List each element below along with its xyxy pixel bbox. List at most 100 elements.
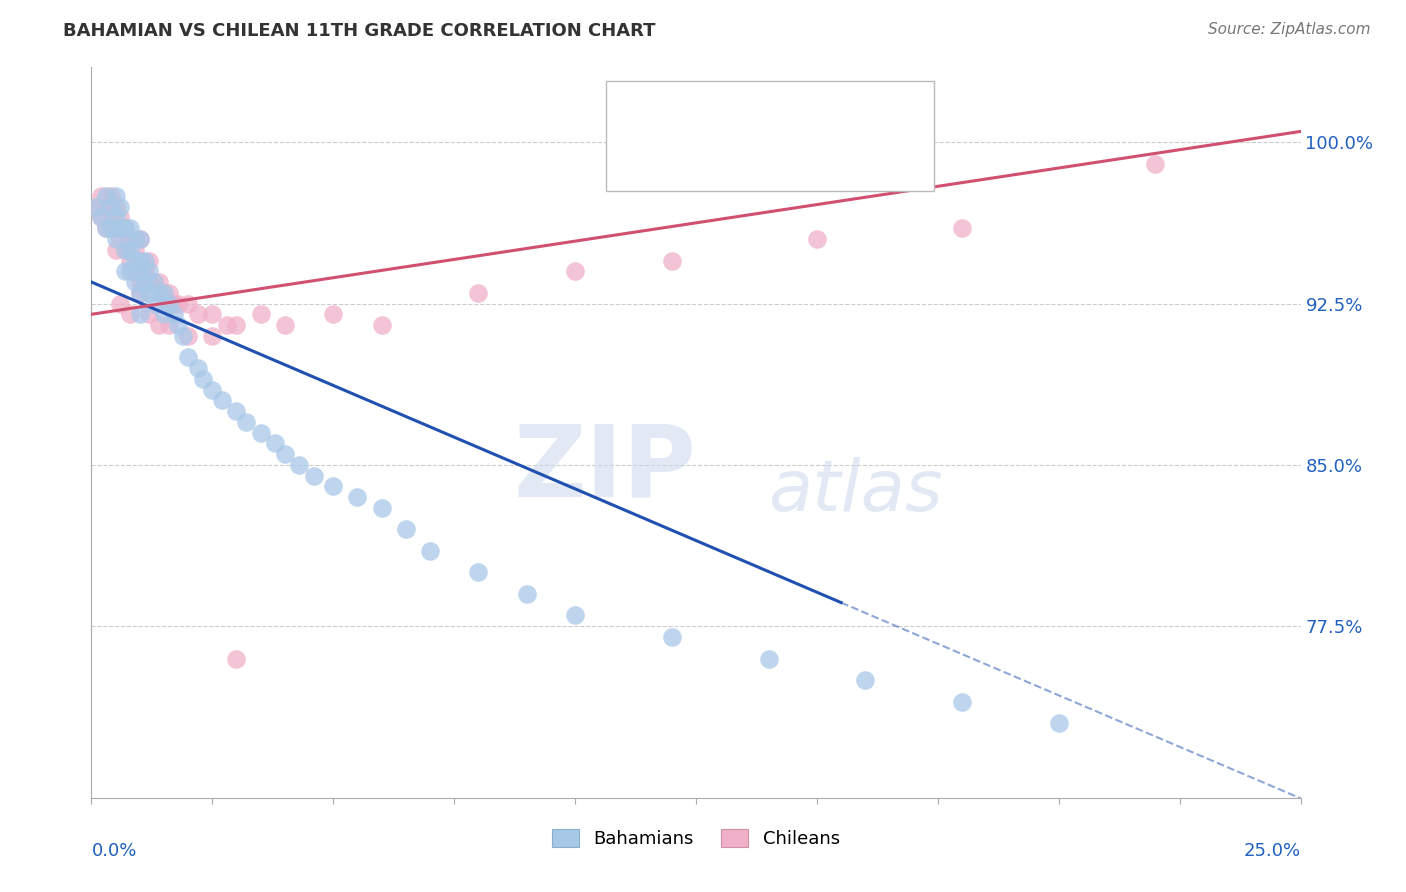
Point	[134, 264, 156, 278]
Point	[94, 200, 117, 214]
Point	[322, 307, 344, 321]
Point	[167, 318, 190, 332]
Text: atlas: atlas	[769, 457, 943, 525]
Point	[84, 200, 107, 214]
Point	[124, 253, 146, 268]
Point	[124, 232, 146, 246]
Point	[128, 253, 150, 268]
Point	[167, 296, 190, 310]
Point	[120, 307, 142, 321]
Point	[120, 232, 142, 246]
Point	[114, 221, 136, 235]
Point	[153, 307, 176, 321]
Text: Source: ZipAtlas.com: Source: ZipAtlas.com	[1208, 22, 1371, 37]
Point	[661, 253, 683, 268]
Point	[157, 285, 180, 300]
Point	[110, 211, 132, 225]
Point	[138, 285, 160, 300]
Point	[516, 587, 538, 601]
Point	[249, 307, 271, 321]
Point	[153, 285, 176, 300]
Point	[201, 328, 224, 343]
Point	[950, 221, 973, 235]
Point	[274, 447, 297, 461]
Point	[90, 211, 112, 225]
Point	[950, 694, 973, 708]
Point	[120, 253, 142, 268]
Point	[120, 243, 142, 257]
Point	[94, 221, 117, 235]
Point	[302, 468, 325, 483]
Point	[128, 232, 150, 246]
Point	[264, 436, 287, 450]
Text: BAHAMIAN VS CHILEAN 11TH GRADE CORRELATION CHART: BAHAMIAN VS CHILEAN 11TH GRADE CORRELATI…	[63, 22, 655, 40]
Point	[124, 264, 146, 278]
Point	[215, 318, 238, 332]
Point	[100, 189, 122, 203]
Point	[661, 630, 683, 644]
Point	[104, 243, 127, 257]
Point	[370, 500, 392, 515]
Point	[128, 264, 150, 278]
Point	[138, 307, 160, 321]
Point	[177, 296, 200, 310]
Point	[104, 189, 127, 203]
Point	[274, 318, 297, 332]
Point	[134, 253, 156, 268]
Point	[120, 264, 142, 278]
Point	[467, 566, 489, 580]
Point	[148, 285, 170, 300]
Point	[104, 232, 127, 246]
Point	[1047, 716, 1070, 731]
Point	[148, 275, 170, 289]
Point	[104, 211, 127, 225]
Point	[564, 264, 586, 278]
Legend: Bahamians, Chileans: Bahamians, Chileans	[546, 822, 846, 855]
Point	[90, 189, 112, 203]
Point	[853, 673, 876, 687]
Point	[100, 221, 122, 235]
Point	[148, 318, 170, 332]
Point	[564, 608, 586, 623]
Point	[90, 211, 112, 225]
Point	[162, 307, 184, 321]
Text: ZIP: ZIP	[513, 421, 696, 517]
Point	[177, 328, 200, 343]
Point	[1144, 157, 1167, 171]
Point	[104, 221, 127, 235]
Text: R =  0.329: R = 0.329	[662, 145, 770, 163]
Point	[94, 189, 117, 203]
Point	[187, 361, 209, 376]
Point	[467, 285, 489, 300]
Point	[110, 232, 132, 246]
Point	[419, 544, 441, 558]
Point	[370, 318, 392, 332]
Point	[134, 275, 156, 289]
Point	[114, 243, 136, 257]
Point	[124, 243, 146, 257]
Point	[225, 318, 247, 332]
Point	[128, 253, 150, 268]
Point	[225, 651, 247, 665]
Point	[201, 383, 224, 397]
Point	[172, 328, 194, 343]
Point	[288, 458, 311, 472]
Text: R = -0.291: R = -0.291	[662, 104, 770, 122]
Point	[124, 275, 146, 289]
Point	[162, 296, 184, 310]
Point	[128, 285, 150, 300]
Point	[225, 404, 247, 418]
Point	[191, 372, 214, 386]
Point	[84, 200, 107, 214]
Point	[128, 307, 150, 321]
Text: 0.0%: 0.0%	[91, 842, 136, 860]
Point	[114, 221, 136, 235]
Point	[138, 275, 160, 289]
Point	[211, 393, 233, 408]
Text: N = 63: N = 63	[815, 104, 883, 122]
Point	[114, 264, 136, 278]
Point	[153, 285, 176, 300]
Point	[346, 490, 368, 504]
Point	[120, 221, 142, 235]
Point	[143, 275, 166, 289]
